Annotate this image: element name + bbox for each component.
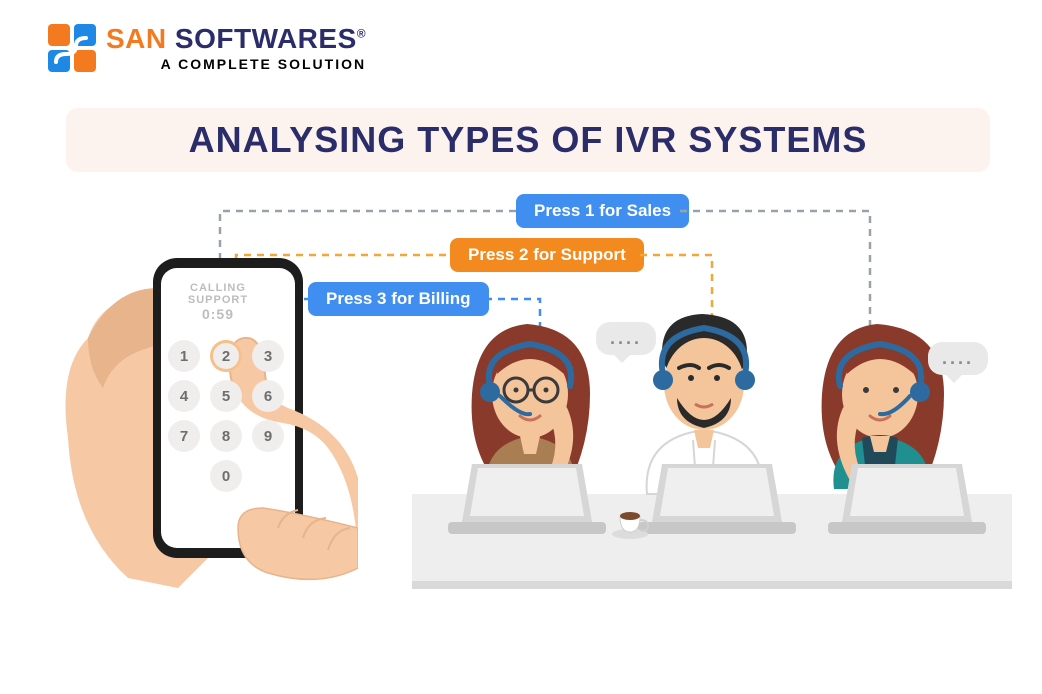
agents-illustration <box>412 284 1012 614</box>
key-5: 5 <box>210 380 242 412</box>
phone-call-timer: 0:59 <box>158 306 278 322</box>
option-pill-sales: Press 1 for Sales <box>516 194 689 228</box>
key-2: 2 <box>210 340 242 372</box>
speech-bubble-1: .... <box>596 322 656 355</box>
key-0: 0 <box>210 460 242 492</box>
phone-call-status: CALLING SUPPORT <box>158 282 278 306</box>
speech-bubble-2: .... <box>928 342 988 375</box>
registered-mark: ® <box>357 27 366 41</box>
brand-name: SAN SOFTWARES® <box>106 25 366 53</box>
brand-name-rest: SOFTWARES <box>175 23 357 54</box>
brand-name-accent: SAN <box>106 23 175 54</box>
key-6: 6 <box>252 380 284 412</box>
option-pill-support: Press 2 for Support <box>450 238 644 272</box>
key-8: 8 <box>210 420 242 452</box>
logo-mark-icon <box>46 22 98 74</box>
brand-tagline: A COMPLETE SOLUTION <box>106 57 366 71</box>
key-1: 1 <box>168 340 200 372</box>
key-9: 9 <box>252 420 284 452</box>
phone-keypad: 1 2 3 4 5 6 7 8 9 0 <box>168 340 284 492</box>
brand-logo: SAN SOFTWARES® A COMPLETE SOLUTION <box>46 22 366 74</box>
page-title: ANALYSING TYPES OF IVR SYSTEMS <box>66 108 990 172</box>
key-7: 7 <box>168 420 200 452</box>
key-3: 3 <box>252 340 284 372</box>
key-4: 4 <box>168 380 200 412</box>
